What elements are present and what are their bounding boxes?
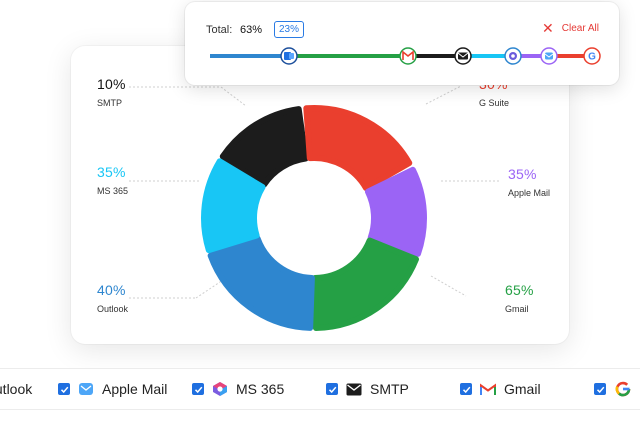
chart-card: 10% SMTP 30% G Suite 35% MS 365 35% Appl… [71,46,569,344]
check-icon [194,386,202,393]
clear-all-label: Clear All [561,22,599,34]
label-ms365: 35% MS 365 [97,164,128,196]
donut-segment-g-suite[interactable] [303,105,413,191]
checkbox[interactable] [58,383,70,395]
envelope-icon [346,383,362,395]
donut-segment-ms-365[interactable] [201,158,266,254]
connector-gmail [430,275,467,297]
label-applemail: 35% Apple Mail [508,166,550,198]
slice-percent: 65% [505,282,534,298]
checkbox[interactable] [192,383,204,395]
filter-gmail[interactable]: Gmail [460,369,541,409]
label-outlook: 40% Outlook [97,282,128,314]
google-icon [615,381,631,397]
filter-label: MS 365 [236,381,285,397]
gmail-handle[interactable] [399,47,417,65]
connector-smtp-diag [220,86,247,107]
svg-text:G: G [588,52,596,63]
smtp-handle[interactable] [454,47,472,65]
segment-ms365 [463,54,513,58]
filter-ms365[interactable]: MS 365 [192,369,284,409]
total-badge: 23% [274,21,305,38]
donut-segment-gmail[interactable] [312,237,419,331]
label-gmail: 65% Gmail [505,282,534,314]
filter-label: Apple Mail [102,381,168,397]
segment-gsuite [551,54,596,58]
ms365-icon [213,382,227,396]
total-progress-panel: Total: 63% 23% ✕ Clear All [185,2,619,85]
donut-segment-apple-mail[interactable] [364,166,427,257]
slice-name: Gmail [505,304,529,314]
segment-applemail [513,54,551,58]
filter-gsuite[interactable] [594,369,640,409]
filter-apple-mail[interactable]: Apple Mail [58,369,167,409]
apple-mail-icon [79,383,93,395]
slice-percent: 10% [97,76,126,92]
progress-handles: G [280,47,601,65]
connector-gsuite [425,85,462,105]
checkbox[interactable] [326,383,338,395]
check-icon [596,386,604,393]
slice-name: MS 365 [97,186,129,196]
outlook-handle[interactable] [280,47,298,65]
segment-gmail [290,54,408,58]
filter-bar: Outlook Apple Mail MS 365 SMTP [0,368,640,410]
filter-label: SMTP [370,381,409,397]
check-icon [60,386,68,393]
filter-label: Gmail [504,381,541,397]
checkbox[interactable] [594,383,606,395]
filter-label: Outlook [0,381,33,397]
ms365-handle[interactable] [504,47,522,65]
check-icon [328,386,336,393]
progress-track [210,54,596,58]
donut-segment-outlook[interactable] [207,235,315,331]
segment-smtp [408,54,463,58]
slice-name: SMTP [97,98,123,108]
slice-name: G Suite [479,98,510,108]
segment-outlook [210,54,290,58]
slice-percent: 35% [508,166,537,182]
clear-all-button[interactable]: ✕ Clear All [542,20,599,36]
total-label: Total: [206,24,233,36]
check-icon [462,386,470,393]
checkbox[interactable] [460,383,472,395]
slice-percent: 40% [97,282,126,298]
slice-name: Outlook [97,304,129,314]
total-value: 63% [240,24,263,36]
slice-percent: 35% [97,164,126,180]
filter-smtp[interactable]: SMTP [326,369,409,409]
gmail-icon [480,383,496,395]
close-icon: ✕ [542,20,554,36]
donut-chart [129,85,501,331]
filter-outlook[interactable]: Outlook [0,369,32,409]
slice-name: Apple Mail [508,188,551,198]
donut-segment-smtp[interactable] [219,106,309,188]
applemail-handle[interactable] [540,47,558,65]
label-smtp: 10% SMTP [97,76,126,108]
gsuite-handle[interactable]: G [583,47,601,65]
